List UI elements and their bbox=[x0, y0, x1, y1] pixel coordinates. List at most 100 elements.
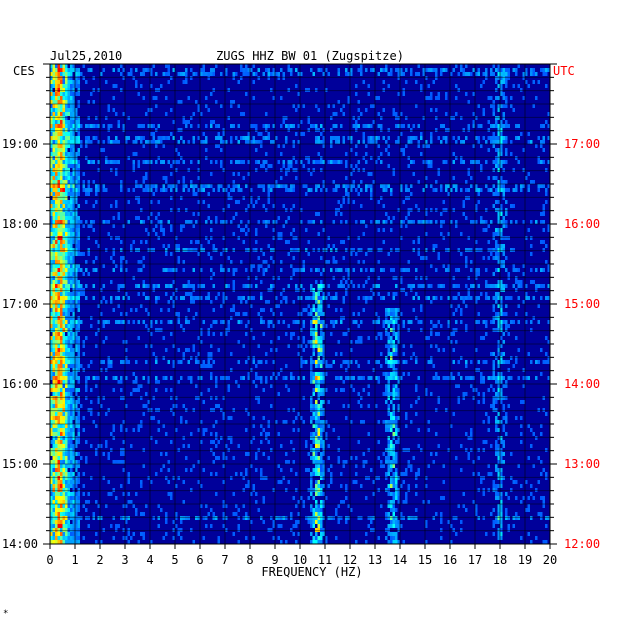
spectrogram-cell bbox=[315, 388, 318, 392]
spectrogram-cell bbox=[137, 388, 140, 392]
spectrogram-cell bbox=[545, 168, 548, 172]
spectrogram-cell bbox=[60, 284, 63, 288]
spectrogram-cell bbox=[57, 412, 60, 416]
spectrogram-cell bbox=[342, 316, 345, 320]
spectrogram-cell bbox=[55, 192, 58, 196]
spectrogram-cell bbox=[175, 268, 178, 272]
spectrogram-cell bbox=[165, 376, 168, 380]
spectrogram-cell bbox=[77, 192, 80, 196]
spectrogram-cell bbox=[480, 248, 483, 252]
spectrogram-cell bbox=[392, 360, 395, 364]
spectrogram-cell bbox=[352, 376, 355, 380]
spectrogram-cell bbox=[450, 116, 453, 120]
spectrogram-cell bbox=[392, 412, 395, 416]
spectrogram-cell bbox=[65, 252, 68, 256]
spectrogram-cell bbox=[545, 448, 548, 452]
spectrogram-cell bbox=[215, 296, 218, 300]
spectrogram-cell bbox=[102, 452, 105, 456]
spectrogram-cell bbox=[57, 208, 60, 212]
spectrogram-cell bbox=[77, 320, 80, 324]
spectrogram-cell bbox=[410, 192, 413, 196]
spectrogram-cell bbox=[150, 416, 153, 420]
spectrogram-cell bbox=[62, 376, 65, 380]
spectrogram-cell bbox=[67, 92, 70, 96]
spectrogram-cell bbox=[497, 296, 500, 300]
spectrogram-cell bbox=[100, 300, 103, 304]
spectrogram-cell bbox=[255, 128, 258, 132]
spectrogram-cell bbox=[495, 444, 498, 448]
spectrogram-cell bbox=[67, 304, 70, 308]
spectrogram-cell bbox=[495, 424, 498, 428]
spectrogram-cell bbox=[385, 316, 388, 320]
spectrogram-cell bbox=[75, 136, 78, 140]
spectrogram-cell bbox=[50, 216, 53, 220]
spectrogram-cell bbox=[60, 312, 63, 316]
spectrogram-cell bbox=[197, 212, 200, 216]
spectrogram-cell bbox=[77, 152, 80, 156]
spectrogram-cell bbox=[192, 188, 195, 192]
spectrogram-cell bbox=[77, 352, 80, 356]
spectrogram-cell bbox=[60, 296, 63, 300]
spectrogram-cell bbox=[332, 220, 335, 224]
spectrogram-cell bbox=[530, 220, 533, 224]
spectrogram-cell bbox=[67, 124, 70, 128]
spectrogram-cell bbox=[65, 404, 68, 408]
spectrogram-cell bbox=[515, 360, 518, 364]
spectrogram-cell bbox=[510, 104, 513, 108]
spectrogram-cell bbox=[155, 296, 158, 300]
spectrogram-cell bbox=[457, 268, 460, 272]
spectrogram-cell bbox=[320, 296, 323, 300]
spectrogram-cell bbox=[450, 424, 453, 428]
spectrogram-cell bbox=[477, 268, 480, 272]
spectrogram-cell bbox=[497, 68, 500, 72]
spectrogram-cell bbox=[252, 204, 255, 208]
spectrogram-cell bbox=[242, 112, 245, 116]
spectrogram-cell bbox=[500, 324, 503, 328]
spectrogram-cell bbox=[282, 204, 285, 208]
spectrogram-cell bbox=[252, 436, 255, 440]
spectrogram-cell bbox=[67, 112, 70, 116]
spectrogram-cell bbox=[352, 268, 355, 272]
spectrogram-cell bbox=[387, 292, 390, 296]
spectrogram-cell bbox=[397, 416, 400, 420]
spectrogram-cell bbox=[500, 360, 503, 364]
spectrogram-cell bbox=[452, 160, 455, 164]
spectrogram-cell bbox=[510, 152, 513, 156]
spectrogram-cell bbox=[320, 420, 323, 424]
spectrogram-cell bbox=[492, 408, 495, 412]
spectrogram-cell bbox=[307, 220, 310, 224]
spectrogram-cell bbox=[122, 440, 125, 444]
spectrogram-cell bbox=[500, 380, 503, 384]
spectrogram-cell bbox=[517, 64, 520, 68]
spectrogram-cell bbox=[322, 388, 325, 392]
spectrogram-cell bbox=[57, 140, 60, 144]
spectrogram-cell bbox=[377, 220, 380, 224]
spectrogram-cell bbox=[60, 100, 63, 104]
spectrogram-cell bbox=[425, 476, 428, 480]
spectrogram-cell bbox=[517, 284, 520, 288]
spectrogram-cell bbox=[382, 220, 385, 224]
spectrogram-cell bbox=[120, 428, 123, 432]
spectrogram-cell bbox=[327, 236, 330, 240]
spectrogram-cell bbox=[497, 244, 500, 248]
spectrogram-cell bbox=[355, 464, 358, 468]
spectrogram-cell bbox=[180, 416, 183, 420]
spectrogram-cell bbox=[115, 200, 118, 204]
spectrogram-cell bbox=[310, 288, 313, 292]
spectrogram-cell bbox=[435, 268, 438, 272]
spectrogram-cell bbox=[282, 164, 285, 168]
spectrogram-cell bbox=[435, 372, 438, 376]
spectrogram-cell bbox=[287, 240, 290, 244]
spectrogram-cell bbox=[320, 140, 323, 144]
spectrogram-cell bbox=[125, 376, 128, 380]
spectrogram-cell bbox=[177, 260, 180, 264]
spectrogram-cell bbox=[402, 72, 405, 76]
spectrogram-cell bbox=[222, 464, 225, 468]
spectrogram-cell bbox=[70, 128, 73, 132]
spectrogram-cell bbox=[182, 356, 185, 360]
spectrogram-cell bbox=[400, 484, 403, 488]
spectrogram-cell bbox=[495, 136, 498, 140]
spectrogram-cell bbox=[190, 468, 193, 472]
spectrogram-cell bbox=[122, 284, 125, 288]
spectrogram-cell bbox=[500, 260, 503, 264]
